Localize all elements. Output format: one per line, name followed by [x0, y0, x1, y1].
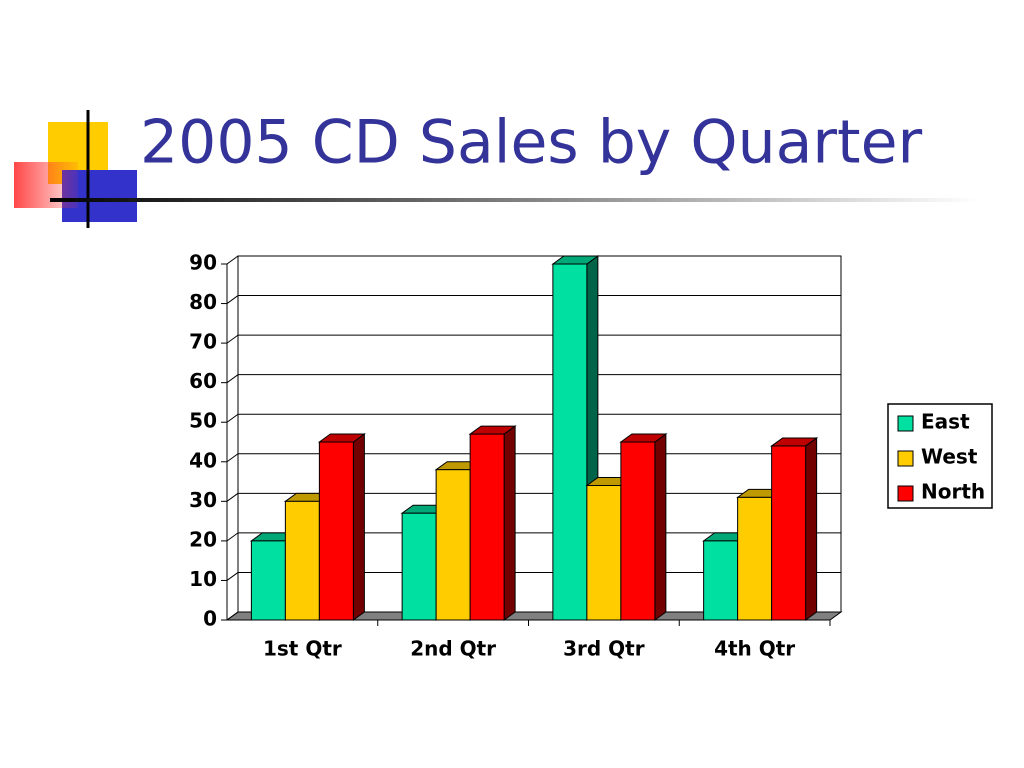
- legend-label: West: [921, 445, 978, 469]
- grid-line: [226, 374, 239, 384]
- x-tick-label: 2nd Qtr: [410, 637, 496, 661]
- x-tick-label: 4th Qtr: [714, 637, 795, 661]
- y-tick-label: 80: [189, 290, 217, 314]
- bar: [435, 469, 471, 621]
- bar: [620, 441, 656, 621]
- grid-line: [226, 453, 239, 463]
- legend-label: North: [921, 480, 985, 504]
- y-tick-label: 20: [189, 527, 217, 551]
- grid-line: [226, 295, 239, 304]
- y-tick-label: 50: [189, 409, 217, 433]
- y-tick-label: 0: [203, 607, 217, 631]
- grid-line: [226, 334, 239, 344]
- grid-line: [226, 611, 239, 621]
- y-tick-label: 40: [189, 448, 217, 472]
- bar: [318, 441, 354, 621]
- bar: [771, 445, 807, 621]
- bar-side: [805, 436, 818, 621]
- bar: [737, 496, 773, 621]
- bar: [401, 512, 437, 621]
- legend-swatch: [897, 450, 914, 467]
- bar: [552, 263, 588, 621]
- chart-title: 2005 CD Sales by Quarter: [140, 108, 923, 178]
- grid-line: [226, 255, 239, 265]
- bar: [284, 500, 320, 621]
- y-tick-label: 10: [189, 567, 217, 591]
- bar: [250, 540, 286, 621]
- legend-label: East: [921, 410, 970, 434]
- bar: [469, 433, 505, 621]
- title-rule: [50, 198, 980, 202]
- grid-line: [226, 492, 239, 502]
- legend-swatch: [897, 485, 914, 502]
- grid-line: [226, 572, 239, 581]
- legend-swatch: [897, 415, 914, 432]
- bar-side: [503, 425, 516, 621]
- y-tick-label: 30: [189, 488, 217, 512]
- bar-side: [654, 433, 667, 621]
- bar-side: [352, 433, 365, 621]
- x-tick-label: 1st Qtr: [263, 637, 342, 661]
- x-tick-label: 3rd Qtr: [563, 637, 645, 661]
- bar: [586, 485, 622, 621]
- grid-line: [226, 413, 239, 423]
- y-tick-label: 60: [189, 369, 217, 393]
- bar: [703, 540, 739, 621]
- y-tick-label: 70: [189, 330, 217, 354]
- grid-line: [226, 532, 239, 542]
- y-tick-label: 90: [189, 251, 217, 275]
